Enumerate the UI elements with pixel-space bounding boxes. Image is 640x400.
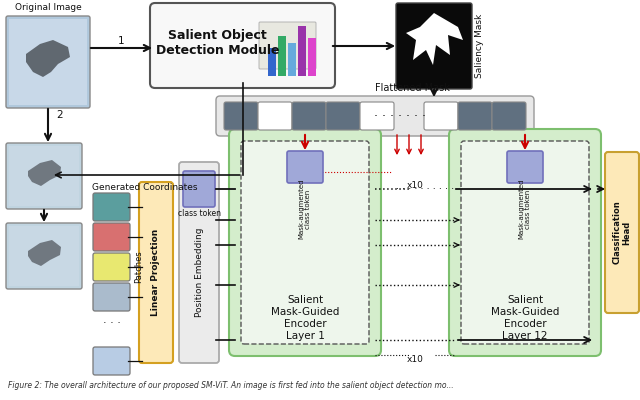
FancyBboxPatch shape [183, 171, 215, 207]
Bar [9, 19, 87, 105]
Text: Original Image: Original Image [15, 3, 81, 12]
FancyBboxPatch shape [93, 283, 130, 311]
FancyBboxPatch shape [93, 193, 130, 221]
FancyBboxPatch shape [6, 143, 82, 209]
Text: Figure 2: The overall architecture of our proposed SM-ViT. An image is first fed: Figure 2: The overall architecture of ou… [8, 381, 454, 390]
FancyBboxPatch shape [93, 347, 130, 375]
FancyBboxPatch shape [396, 3, 472, 89]
FancyBboxPatch shape [179, 162, 219, 363]
Text: Salient: Salient [507, 295, 543, 305]
Text: class token: class token [177, 208, 221, 218]
Text: Mask-augmented
class token: Mask-augmented class token [298, 179, 312, 239]
Text: Linear Projection: Linear Projection [152, 229, 161, 316]
FancyBboxPatch shape [229, 129, 381, 356]
Text: Salient Object: Salient Object [168, 30, 267, 42]
Text: Layer 1: Layer 1 [285, 331, 324, 341]
Polygon shape [28, 240, 61, 266]
Text: · · · · · · · · · ·: · · · · · · · · · · [396, 184, 454, 194]
Text: Flattened Mask: Flattened Mask [375, 83, 450, 93]
FancyBboxPatch shape [93, 253, 130, 281]
FancyBboxPatch shape [241, 141, 369, 344]
FancyBboxPatch shape [258, 102, 292, 130]
Text: Position Embedding: Position Embedding [195, 228, 204, 317]
Text: x10: x10 [406, 356, 424, 364]
Text: Encoder: Encoder [504, 319, 547, 329]
FancyBboxPatch shape [216, 96, 534, 136]
FancyBboxPatch shape [259, 22, 316, 69]
FancyBboxPatch shape [6, 223, 82, 289]
Text: Saliency Mask: Saliency Mask [474, 14, 483, 78]
Text: Salient: Salient [287, 295, 323, 305]
Bar [298, 26, 306, 76]
FancyBboxPatch shape [461, 141, 589, 344]
Text: Layer 12: Layer 12 [502, 331, 548, 341]
FancyBboxPatch shape [492, 102, 526, 130]
Bar [9, 146, 79, 206]
Bar [308, 38, 316, 76]
FancyBboxPatch shape [6, 16, 90, 108]
FancyBboxPatch shape [449, 129, 601, 356]
Text: · · ·: · · · [102, 318, 120, 328]
FancyBboxPatch shape [458, 102, 492, 130]
Polygon shape [406, 13, 463, 65]
FancyBboxPatch shape [224, 102, 258, 130]
Text: Encoder: Encoder [284, 319, 326, 329]
Text: Generated Coordinates: Generated Coordinates [92, 183, 198, 192]
Text: Mask-Guided: Mask-Guided [491, 307, 559, 317]
FancyBboxPatch shape [507, 151, 543, 183]
Text: Mask-Guided: Mask-Guided [271, 307, 339, 317]
Text: Mask-augmented
class token: Mask-augmented class token [518, 179, 531, 239]
Text: 1: 1 [118, 36, 125, 46]
FancyBboxPatch shape [424, 102, 458, 130]
FancyBboxPatch shape [263, 22, 320, 69]
Text: Detection Module: Detection Module [156, 44, 279, 56]
Bar [288, 43, 296, 76]
FancyBboxPatch shape [93, 223, 130, 251]
FancyBboxPatch shape [605, 152, 639, 313]
FancyBboxPatch shape [292, 102, 326, 130]
Text: x10: x10 [406, 180, 424, 190]
Polygon shape [28, 160, 61, 186]
Bar [268, 48, 276, 76]
FancyBboxPatch shape [326, 102, 360, 130]
Text: · · · · · · ·: · · · · · · · [374, 110, 426, 122]
FancyBboxPatch shape [267, 22, 324, 69]
Bar [9, 226, 79, 286]
FancyBboxPatch shape [287, 151, 323, 183]
Text: 2: 2 [57, 110, 63, 120]
FancyBboxPatch shape [139, 182, 173, 363]
FancyBboxPatch shape [150, 3, 335, 88]
FancyBboxPatch shape [360, 102, 394, 130]
Polygon shape [26, 40, 70, 77]
Bar [278, 36, 286, 76]
Text: Classification
Head: Classification Head [612, 201, 632, 264]
Text: Patches: Patches [134, 251, 143, 283]
